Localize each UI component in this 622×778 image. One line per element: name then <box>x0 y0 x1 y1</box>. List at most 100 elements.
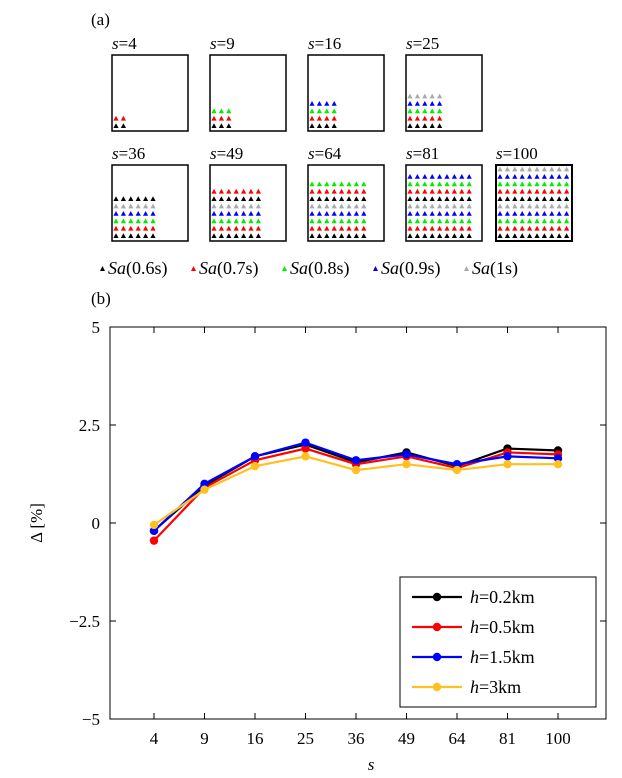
grid-triangle-marker <box>437 196 443 201</box>
grid-triangle-marker <box>361 196 367 201</box>
grid-triangle-marker <box>519 174 525 179</box>
grid-triangle-marker <box>309 188 315 194</box>
grid-triangle-marker <box>255 225 261 231</box>
grid-triangle-marker <box>422 225 428 231</box>
grid-triangle-marker <box>437 108 443 114</box>
grid-triangle-marker <box>324 108 330 114</box>
grid-triangle-marker <box>316 218 322 224</box>
grid-triangle-marker <box>316 108 322 114</box>
grid-triangle-marker <box>527 203 533 209</box>
grid-triangle-marker <box>519 211 525 216</box>
grid-triangle-marker <box>113 218 119 224</box>
grid-triangle-marker <box>459 181 465 187</box>
grid-triangle-marker <box>241 196 247 201</box>
grid-triangle-marker <box>113 123 119 128</box>
grid-triangle-marker <box>564 225 570 231</box>
grid-triangle-marker <box>361 181 367 187</box>
grid-triangle-marker <box>211 203 217 209</box>
grid-triangle-marker <box>549 181 555 187</box>
grid-triangle-marker <box>504 225 510 231</box>
grid-triangle-marker <box>512 233 518 238</box>
grid-triangle-marker <box>233 211 239 216</box>
grid-triangle-marker <box>248 218 254 224</box>
grid-triangle-marker <box>339 225 345 231</box>
data-point <box>250 452 260 461</box>
grid-triangle-marker <box>248 196 254 201</box>
panel-b-label: (b) <box>91 289 111 308</box>
grid-triangle-marker <box>444 174 450 179</box>
grid-triangle-marker <box>248 233 254 238</box>
grid-box <box>495 164 573 242</box>
legend-entry-label: h=1.5km <box>470 647 535 667</box>
grid-triangle-marker <box>339 211 345 216</box>
grid-triangle-marker <box>549 196 555 201</box>
data-point <box>200 485 209 494</box>
grid-triangle-marker <box>519 196 525 201</box>
grid-triangle-marker <box>135 203 141 209</box>
grid-triangle-marker <box>353 203 359 209</box>
grid-triangle-marker <box>527 218 533 224</box>
grid-triangle-marker <box>339 188 345 194</box>
grid-triangle-marker <box>346 218 352 224</box>
grid-triangle-marker <box>429 174 435 179</box>
grid-triangle-marker <box>556 174 562 179</box>
data-point <box>452 465 462 475</box>
grid-triangle-marker <box>255 196 261 201</box>
grid-triangle-marker <box>429 225 435 231</box>
grid-triangle-marker <box>339 196 345 201</box>
grid-triangle-marker <box>497 218 503 224</box>
grid-triangle-marker <box>504 166 510 172</box>
grid-triangle-marker <box>407 181 413 187</box>
grid-triangle-marker <box>504 203 510 209</box>
grid-triangle-marker <box>534 211 540 216</box>
grid-triangle-marker <box>451 196 457 201</box>
grid-triangle-marker <box>504 188 510 194</box>
grid-triangle-marker <box>143 196 149 201</box>
grid-triangle-marker <box>407 225 413 231</box>
grid-size-label: s=4 <box>112 34 137 53</box>
grid-triangle-marker <box>437 181 443 187</box>
grid-triangle-marker <box>339 218 345 224</box>
grid-triangle-marker <box>497 188 503 194</box>
grid-box <box>405 54 483 132</box>
grid-triangle-marker <box>564 181 570 187</box>
grid-triangle-marker <box>361 225 367 231</box>
grid-triangle-marker <box>534 174 540 179</box>
grid-triangle-marker <box>466 218 472 224</box>
grid-triangle-marker <box>361 233 367 238</box>
grid-triangle-marker <box>541 225 547 231</box>
y-tick-label: −2.5 <box>69 612 100 631</box>
grid-triangle-marker <box>324 203 330 209</box>
x-tick-label: 4 <box>150 729 159 748</box>
grid-triangle-marker <box>135 218 141 224</box>
grid-triangle-marker <box>534 203 540 209</box>
grid-triangle-marker <box>241 233 247 238</box>
grid-triangle-marker <box>504 233 510 238</box>
grid-triangle-marker <box>218 203 224 209</box>
grid-panel: s=81 <box>405 144 483 242</box>
grid-triangle-marker <box>534 225 540 231</box>
grid-box <box>209 54 287 132</box>
grid-triangle-marker <box>444 225 450 231</box>
grid-triangle-marker <box>407 233 413 238</box>
y-tick-label: 2.5 <box>79 416 100 435</box>
grid-triangle-marker <box>407 115 413 121</box>
grid-triangle-marker <box>241 188 247 194</box>
grid-triangle-marker <box>414 101 420 106</box>
grid-triangle-marker <box>429 181 435 187</box>
grid-triangle-marker <box>339 181 345 187</box>
grid-triangle-marker <box>429 108 435 114</box>
legend-label: Sa(0.7s) <box>199 258 259 279</box>
grid-triangle-marker <box>226 188 232 194</box>
grid-triangle-marker <box>128 218 134 224</box>
grid-triangle-marker <box>361 218 367 224</box>
grid-size-label: s=25 <box>406 34 439 53</box>
grid-triangle-marker <box>120 233 126 238</box>
grid-triangle-marker <box>459 233 465 238</box>
grid-triangle-marker <box>218 211 224 216</box>
grid-triangle-marker <box>422 115 428 121</box>
data-point <box>301 452 310 461</box>
grid-triangle-marker <box>512 166 518 172</box>
grid-triangle-marker <box>527 211 533 216</box>
